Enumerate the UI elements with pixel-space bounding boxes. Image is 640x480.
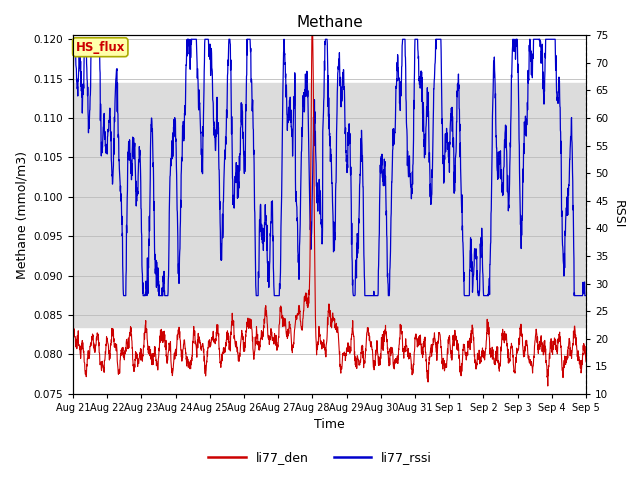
Legend: li77_den, li77_rssi: li77_den, li77_rssi (203, 446, 437, 469)
Title: Methane: Methane (296, 15, 363, 30)
Bar (73, 83, 586, 327)
Y-axis label: RSSI: RSSI (612, 200, 625, 229)
Text: HS_flux: HS_flux (76, 41, 125, 54)
Y-axis label: Methane (mmol/m3): Methane (mmol/m3) (15, 151, 28, 278)
X-axis label: Time: Time (314, 419, 345, 432)
